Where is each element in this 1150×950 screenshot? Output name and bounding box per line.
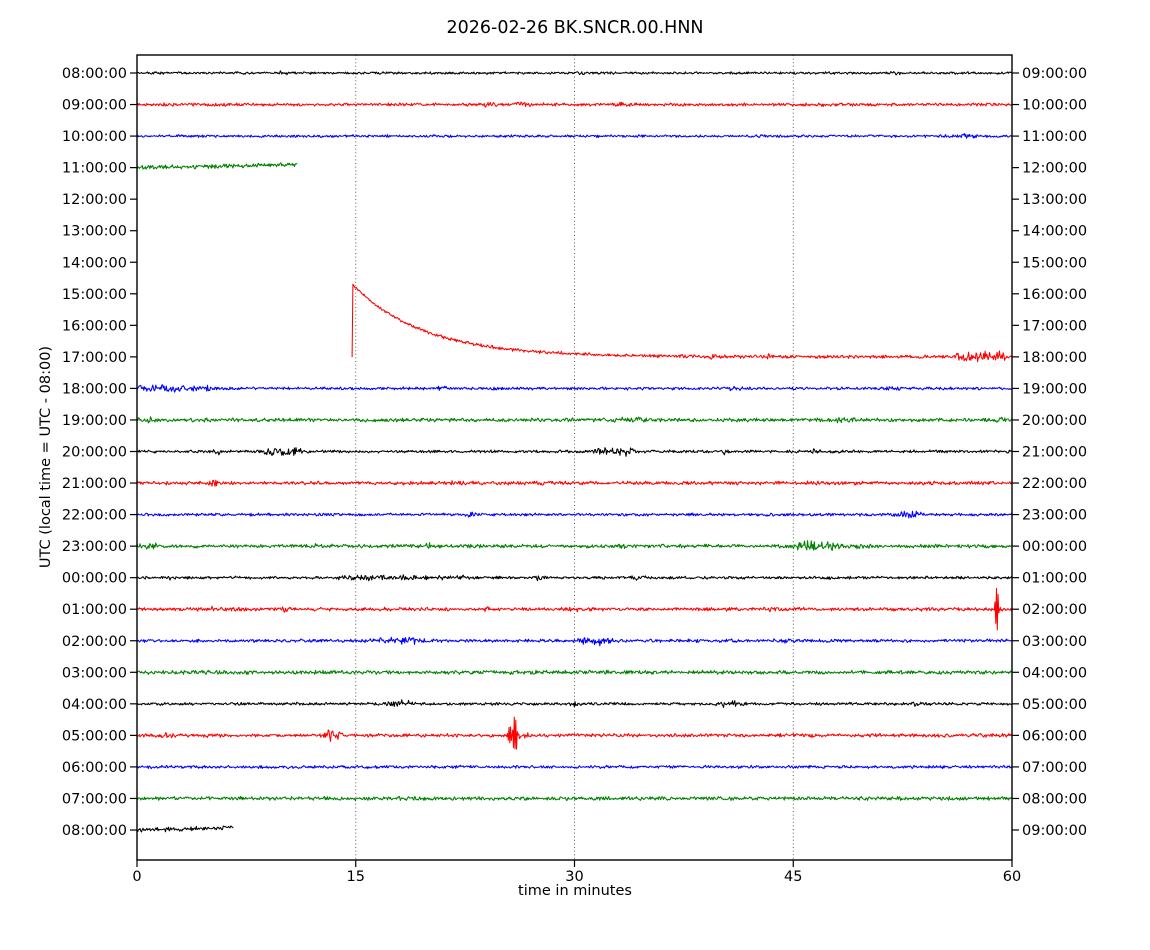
trace-18:00:00: [136, 384, 1013, 393]
y-tick-label-left: 17:00:00: [62, 350, 127, 366]
y-tick-label-left: 09:00:00: [62, 98, 127, 114]
y-tick-label-left: 18:00:00: [62, 381, 127, 397]
y-tick-label-right: 22:00:00: [1022, 476, 1087, 492]
trace-11:00:00: [136, 162, 298, 170]
y-tick-label-left: 08:00:00: [62, 66, 127, 82]
trace-09:00:00: [136, 101, 1013, 108]
y-tick-label-left: 05:00:00: [62, 728, 127, 744]
trace-04:00:00: [136, 699, 1013, 708]
y-tick-label-right: 09:00:00: [1022, 823, 1087, 839]
trace-02:00:00: [136, 636, 1013, 647]
y-tick-label-right: 02:00:00: [1022, 602, 1087, 618]
trace-22:00:00: [136, 510, 1013, 519]
y-tick-label-left: 06:00:00: [62, 760, 127, 776]
y-tick-label-right: 23:00:00: [1022, 508, 1087, 524]
y-tick-label-right: 19:00:00: [1022, 381, 1087, 397]
y-tick-label-left: 22:00:00: [62, 508, 127, 524]
y-tick-label-right: 10:00:00: [1022, 98, 1087, 114]
y-tick-label-right: 01:00:00: [1022, 571, 1087, 587]
y-tick-label-right: 18:00:00: [1022, 350, 1087, 366]
y-tick-label-left: 02:00:00: [62, 634, 127, 650]
y-tick-label-right: 15:00:00: [1022, 255, 1087, 271]
trace-08:00:00: [136, 825, 234, 833]
y-tick-label-left: 11:00:00: [62, 161, 127, 177]
y-tick-label-left: 16:00:00: [62, 318, 127, 334]
y-tick-label-right: 12:00:00: [1022, 161, 1087, 177]
x-tick-label: 0: [132, 869, 141, 885]
y-tick-label-left: 03:00:00: [62, 665, 127, 681]
traces: [136, 70, 1013, 833]
y-tick-label-left: 20:00:00: [62, 445, 127, 461]
x-tick-label: 15: [347, 869, 365, 885]
y-tick-label-right: 03:00:00: [1022, 634, 1087, 650]
axis-ticks: [130, 72, 1019, 867]
plot-frame: [136, 54, 1013, 861]
y-tick-label-left: 12:00:00: [62, 192, 127, 208]
y-tick-label-left: 01:00:00: [62, 602, 127, 618]
x-tick-label: 45: [784, 869, 802, 885]
trace-17:00:00: [351, 283, 1012, 363]
y-tick-label-right: 16:00:00: [1022, 287, 1087, 303]
y-tick-label-right: 00:00:00: [1022, 539, 1087, 555]
x-tick-label: 30: [565, 869, 583, 885]
trace-19:00:00: [136, 416, 1013, 424]
y-tick-label-right: 07:00:00: [1022, 760, 1087, 776]
y-tick-label-left: 23:00:00: [62, 539, 127, 555]
trace-21:00:00: [136, 479, 1013, 487]
y-tick-label-left: 00:00:00: [62, 571, 127, 587]
trace-08:00:00: [136, 70, 1013, 76]
y-tick-label-right: 08:00:00: [1022, 791, 1087, 807]
trace-23:00:00: [136, 540, 1013, 551]
y-axis-label: UTC (local time = UTC - 08:00): [38, 345, 54, 569]
trace-05:00:00: [136, 716, 1013, 750]
trace-20:00:00: [136, 447, 1013, 457]
trace-10:00:00: [136, 132, 1013, 139]
y-tick-label-right: 14:00:00: [1022, 224, 1087, 240]
y-tick-label-right: 09:00:00: [1022, 66, 1087, 82]
y-tick-label-left: 07:00:00: [62, 791, 127, 807]
y-tick-label-left: 08:00:00: [62, 823, 127, 839]
y-tick-label-right: 06:00:00: [1022, 728, 1087, 744]
y-tick-label-right: 05:00:00: [1022, 697, 1087, 713]
trace-07:00:00: [136, 795, 1013, 802]
y-tick-label-left: 10:00:00: [62, 129, 127, 145]
trace-01:00:00: [136, 587, 1013, 631]
y-tick-label-left: 14:00:00: [62, 255, 127, 271]
chart-title: 2026-02-26 BK.SNCR.00.HNN: [446, 18, 704, 38]
y-tick-label-left: 04:00:00: [62, 697, 127, 713]
gridlines: [355, 55, 794, 860]
trace-06:00:00: [136, 764, 1013, 770]
trace-03:00:00: [136, 669, 1013, 675]
y-tick-label-right: 17:00:00: [1022, 318, 1087, 334]
y-tick-label-right: 20:00:00: [1022, 413, 1087, 429]
y-tick-label-right: 04:00:00: [1022, 665, 1087, 681]
trace-00:00:00: [136, 574, 1013, 582]
y-tick-label-left: 19:00:00: [62, 413, 127, 429]
tick-labels: 08:00:00 09:00:00 09:00:00 10:00:00 10:00:00…: [62, 66, 1087, 885]
x-axis-label: time in minutes: [518, 883, 632, 899]
y-tick-label-left: 13:00:00: [62, 224, 127, 240]
y-tick-label-left: 15:00:00: [62, 287, 127, 303]
y-tick-label-right: 11:00:00: [1022, 129, 1087, 145]
y-tick-label-right: 21:00:00: [1022, 445, 1087, 461]
y-tick-label-left: 21:00:00: [62, 476, 127, 492]
y-tick-label-right: 13:00:00: [1022, 192, 1087, 208]
x-tick-label: 60: [1003, 869, 1021, 885]
